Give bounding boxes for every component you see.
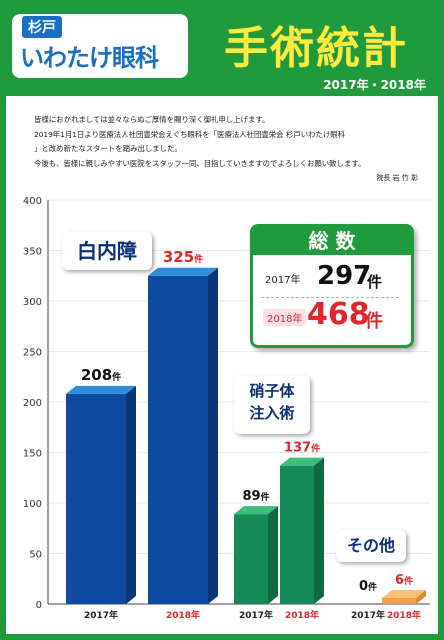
intro-line: 」と改め新たなスタートを踏み出しました。	[34, 144, 182, 153]
data-label: 6件	[395, 573, 413, 588]
x-tick-label: 2018年	[387, 609, 421, 621]
clinic-name: いわたけ眼科	[20, 44, 159, 72]
bar	[280, 465, 314, 604]
totals-unit-2017: 件	[367, 273, 383, 291]
totals-year-2018: 2018年	[263, 309, 307, 326]
x-tick-label: 2017年	[239, 609, 273, 621]
bar	[234, 514, 268, 604]
data-label: 0件	[359, 579, 377, 594]
bar-top	[382, 589, 426, 598]
intro-line: 皆様におかれましては並々ならぬご厚情を賜り深く御礼申し上げます。	[34, 115, 270, 124]
bar	[148, 275, 208, 604]
bar-side	[208, 267, 218, 604]
category-label-cataract: 白内障	[62, 232, 152, 270]
category-label-line: 硝子体	[249, 382, 295, 400]
bar-top	[66, 385, 136, 394]
y-tick-label: 150	[23, 449, 42, 460]
totals-year-2017: 2017年	[265, 275, 301, 286]
bar-top	[280, 457, 324, 466]
bar-top	[234, 506, 278, 515]
totals-divider	[261, 297, 399, 298]
totals-value-2017: 297	[317, 261, 372, 291]
y-tick-label: 200	[23, 398, 42, 409]
totals-value-2018: 468	[307, 297, 370, 332]
category-label-line: 注入術	[249, 404, 295, 422]
category-label-other: その他	[336, 530, 406, 562]
totals-unit-2018: 件	[365, 311, 383, 332]
intro-text: 皆様におかれましては並々ならぬご厚情を賜り深く御礼申し上げます。 2019年1月…	[34, 113, 426, 171]
bar-side	[126, 385, 136, 604]
y-tick-label: 350	[23, 247, 42, 258]
data-label: 325件	[163, 248, 203, 266]
bar-side	[314, 457, 324, 604]
clinic-sub-label: 杉戸	[22, 16, 62, 38]
x-tick-label: 2018年	[166, 609, 200, 621]
bar-top	[148, 267, 218, 276]
data-label: 89件	[242, 489, 269, 504]
y-tick-label: 50	[29, 550, 42, 561]
x-tick-label: 2017年	[84, 609, 118, 621]
totals-title: 総 数	[253, 227, 411, 255]
bar-side	[416, 589, 426, 604]
bar	[66, 393, 126, 604]
totals-box: 総 数 2017年 297 件 2018年 468 件	[250, 224, 414, 348]
y-tick-label: 400	[23, 196, 42, 207]
page-title: 手術統計	[224, 23, 408, 74]
x-tick-label: 2017年	[351, 609, 385, 621]
intro-line: 2019年1月1日より医療法人社団豊栄会えぐち眼科を「医療法人社団豊栄会 杉戸い…	[34, 129, 346, 139]
bar-side	[268, 506, 278, 604]
y-tick-label: 300	[23, 297, 42, 308]
data-label: 208件	[81, 366, 121, 384]
bar	[382, 597, 416, 604]
director-signature: 院長 岩 竹 彰	[376, 174, 418, 182]
y-tick-label: 0	[36, 600, 42, 611]
y-tick-label: 250	[23, 348, 42, 359]
year-range: 2017年・2018年	[323, 78, 426, 92]
x-tick-label: 2018年	[285, 609, 319, 621]
intro-line: 今後も、皆様に親しみやすい医院をスタッフ一同、目指していきますのでよろしくお願い…	[34, 158, 366, 168]
category-label-vitreous: 硝子体 注入術	[234, 376, 310, 434]
data-label: 137件	[284, 441, 320, 456]
y-tick-label: 100	[23, 499, 42, 510]
